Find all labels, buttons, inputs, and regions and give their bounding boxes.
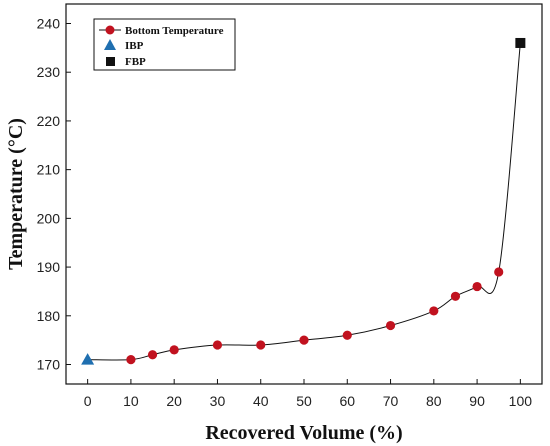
point-bottom-temperature-40 — [256, 340, 266, 350]
point-bottom-temperature-95 — [494, 267, 504, 277]
y-tick-label-180: 180 — [37, 308, 61, 324]
point-bottom-temperature-20 — [169, 345, 179, 355]
x-tick-label-70: 70 — [383, 393, 399, 409]
point-bottom-temperature-80 — [429, 306, 439, 316]
curve-line — [87, 42, 521, 361]
x-tick-label-100: 100 — [509, 393, 533, 409]
x-axis-ticks: 0 10 20 30 40 50 60 70 80 90 100 — [84, 379, 533, 409]
legend-marker-ibp — [104, 39, 116, 50]
x-tick-label-50: 50 — [296, 393, 312, 409]
y-tick-label-240: 240 — [37, 15, 61, 31]
legend-label-fbp: FBP — [125, 56, 146, 68]
x-tick-label-0: 0 — [84, 393, 92, 409]
legend-box — [93, 18, 236, 71]
x-tick-label-10: 10 — [123, 393, 139, 409]
x-tick-label-30: 30 — [210, 393, 226, 409]
point-bottom-temperature-50 — [299, 335, 309, 345]
legend-label-bottom-temperature: Bottom Temperature — [125, 25, 224, 37]
legend-label-ibp: IBP — [125, 40, 144, 52]
point-bottom-temperature-85 — [450, 291, 461, 301]
y-tick-label-230: 230 — [37, 64, 61, 80]
y-tick-label-210: 210 — [37, 162, 61, 178]
data-markers — [81, 37, 526, 365]
legend: Bottom Temperature IBP FBP — [93, 18, 236, 71]
point-bottom-temperature-90 — [472, 281, 482, 292]
x-axis-title: Recovered Volume (%) — [205, 422, 402, 444]
y-tick-label-170: 170 — [37, 357, 61, 373]
legend-marker-fbp — [106, 57, 115, 66]
point-ibp-0 — [81, 353, 95, 365]
x-tick-label-60: 60 — [339, 393, 355, 409]
point-bottom-temperature-60 — [342, 330, 352, 340]
point-bottom-temperature-30 — [212, 340, 223, 350]
y-tick-label-190: 190 — [37, 259, 61, 275]
x-tick-label-80: 80 — [426, 393, 442, 409]
y-axis-ticks: 170 180 190 200 210 220 230 240 — [37, 15, 71, 373]
x-tick-label-90: 90 — [469, 393, 485, 409]
legend-marker-bottom-temperature — [105, 25, 115, 35]
point-bottom-temperature-70 — [385, 320, 396, 331]
y-tick-label-220: 220 — [37, 113, 61, 129]
x-tick-label-40: 40 — [253, 393, 269, 409]
point-bottom-temperature-15 — [147, 350, 158, 360]
point-bottom-temperature-10 — [126, 355, 136, 365]
y-tick-label-200: 200 — [37, 210, 61, 226]
point-fbp-100 — [515, 37, 526, 48]
y-axis-title: Temperature (°C) — [5, 118, 27, 270]
x-tick-label-20: 20 — [166, 393, 182, 409]
